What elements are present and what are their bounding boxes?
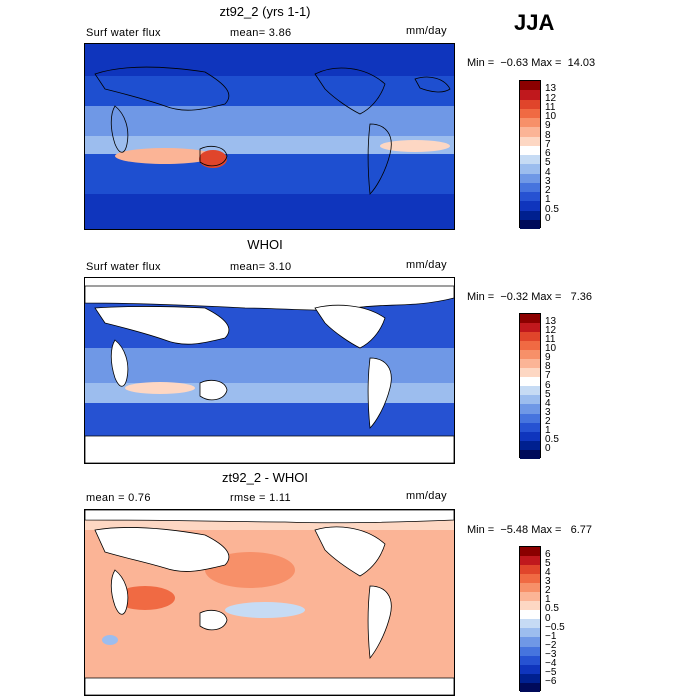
panel2-land: [85, 285, 454, 463]
panel3-mean-label: mean = 0.76: [86, 492, 151, 504]
colorbar-tick-label: 2: [545, 415, 551, 427]
colorbar-tick-label: 0.5: [545, 203, 559, 215]
panel1-warm-region-atlantic: [380, 140, 450, 152]
colorbar-tick-label: 9: [545, 352, 551, 364]
panel3-units: mm/day: [406, 490, 447, 502]
panel3-map-svg: [85, 510, 454, 695]
colorbar-tick-label: 13: [545, 316, 557, 328]
colorbar-tick-label: 10: [545, 343, 557, 355]
panel2-colorbar: [519, 313, 541, 459]
colorbar-tick-label: 0.5: [545, 603, 559, 615]
panel3-cool-patch: [102, 635, 118, 645]
colorbar-tick-label: 8: [545, 129, 551, 141]
panel1-australia-red: [199, 150, 227, 168]
colorbar-tick-label: 5: [545, 388, 551, 400]
colorbar-tick-label: 12: [545, 325, 557, 337]
panel2-warm-region: [125, 382, 195, 394]
panel2-minmax: Min = −0.32 Max = 7.36: [467, 291, 593, 303]
colorbar-tick-label: 0: [545, 612, 551, 624]
panel3-rmse-label: rmse = 1.11: [230, 492, 291, 504]
colorbar-tick-label: 0: [545, 442, 551, 454]
colorbar-tick-label: −3: [545, 648, 557, 660]
panel2-map-svg: [85, 278, 454, 463]
colorbar-tick-label: 3: [545, 576, 551, 588]
colorbar-tick-label: 3: [545, 175, 551, 187]
panel3-land: [85, 510, 454, 695]
colorbar-tick-label: 9: [545, 120, 551, 132]
colorbar-tick-label: 10: [545, 111, 557, 122]
panel3-map: [84, 509, 455, 696]
panel1-variable-label: Surf water flux: [86, 27, 161, 39]
panel1-units: mm/day: [406, 25, 447, 37]
panel2-variable-label: Surf water flux: [86, 261, 161, 273]
panel1-minmax: Min = −0.63 Max = 14.03: [467, 57, 596, 69]
panel1-colorbar: [519, 80, 541, 229]
season-label: JJA: [514, 10, 555, 35]
colorbar-tick-label: 6: [545, 549, 551, 561]
panel1-warm-region-indian: [115, 148, 215, 164]
panel3-colorbar: [519, 546, 541, 692]
panel3-hot-arabian-sea: [115, 586, 175, 610]
colorbar-tick-label: 7: [545, 138, 551, 150]
panel1-map-svg: [85, 44, 454, 229]
colorbar-tick-label: 7: [545, 370, 551, 382]
colorbar-tick-label: 2: [545, 185, 551, 196]
colorbar-tick-label: 2: [545, 585, 551, 597]
colorbar-tick-label: 0.5: [545, 433, 559, 445]
colorbar-tick-label: −0.5: [545, 621, 565, 633]
panel1-title: zt92_2 (yrs 1-1): [219, 4, 311, 19]
colorbar-tick-label: 6: [545, 379, 551, 391]
panel2-tropic-band: [85, 348, 454, 388]
colorbar-tick-label: 11: [545, 334, 556, 346]
colorbar-tick-label: 4: [545, 166, 551, 178]
colorbar-tick-label: −4: [545, 657, 557, 669]
colorbar-tick-label: 8: [545, 361, 551, 373]
panel1-map: [84, 43, 455, 230]
colorbar-tick-label: 4: [545, 397, 551, 409]
panel2-title: WHOI: [247, 237, 283, 252]
panel3-cool-region: [225, 602, 305, 618]
panel1-subtropic-band: [85, 106, 454, 136]
panel1-south-band: [85, 194, 454, 229]
panel2-mean-label: mean= 3.10: [230, 261, 292, 273]
colorbar-tick-label: 0: [545, 212, 551, 224]
colorbar-tick-label: 1: [545, 424, 551, 436]
colorbar-tick-label: 3: [545, 406, 551, 418]
colorbar-tick-label: 1: [545, 594, 551, 606]
panel1-north-band: [85, 44, 454, 76]
panel2-units: mm/day: [406, 259, 447, 271]
panel3-title: zt92_2 - WHOI: [222, 470, 308, 485]
panel1-coastlines: [94, 66, 451, 195]
colorbar-tick-label: 11: [545, 101, 556, 113]
panel2-map: [84, 277, 455, 464]
colorbar-tick-label: 4: [545, 567, 551, 579]
panel3-minmax: Min = −5.48 Max = 6.77: [467, 524, 593, 536]
colorbar-tick-label: 5: [545, 558, 551, 570]
colorbar-tick-label: −2: [545, 639, 557, 651]
colorbar-tick-label: 6: [545, 148, 551, 159]
panel1-mean-label: mean= 3.86: [230, 27, 292, 39]
colorbar-tick-label: 13: [545, 83, 557, 95]
colorbar-tick-label: −1: [545, 630, 557, 642]
colorbar-tick-label: −6: [545, 675, 557, 687]
colorbar-tick-label: −5: [545, 666, 557, 678]
colorbar-tick-label: 1: [545, 194, 551, 206]
colorbar-tick-label: 5: [545, 157, 551, 169]
colorbar-tick-label: 12: [545, 92, 557, 104]
